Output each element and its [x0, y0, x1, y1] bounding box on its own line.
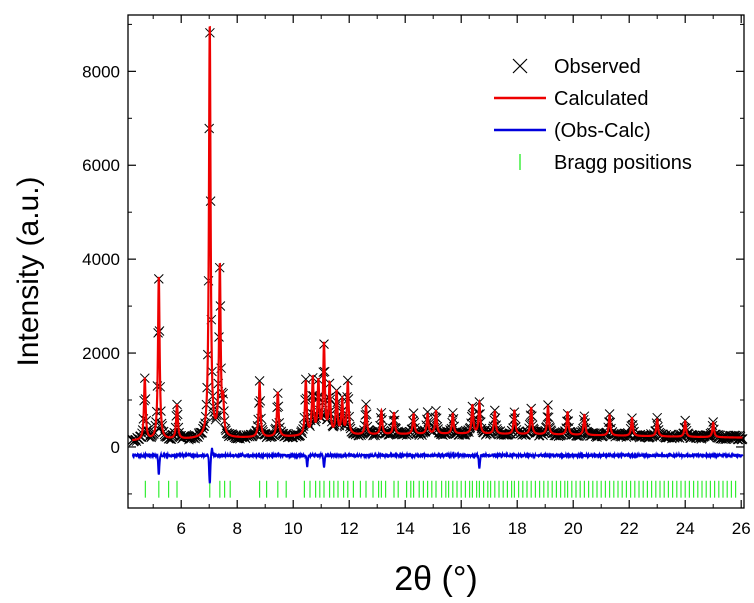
- y-tick-label: 4000: [82, 250, 120, 269]
- x-tick-label: 12: [340, 519, 359, 538]
- x-tick-label: 6: [176, 519, 185, 538]
- legend-observed-marker: [512, 58, 528, 74]
- plot-frame: [127, 14, 745, 509]
- x-axis-title: 2θ (°): [394, 560, 478, 598]
- legend-observed-label: Observed: [554, 56, 641, 78]
- observed-marker: [489, 405, 500, 416]
- x-tick-label: 22: [620, 519, 639, 538]
- calculated-series-line: [132, 25, 743, 442]
- legend-bragg-label: Bragg positions: [554, 152, 692, 174]
- y-tick-label: 0: [111, 438, 120, 457]
- observed-marker: [737, 434, 748, 444]
- x-tick-label: 8: [232, 519, 241, 538]
- legend-calculated-label: Calculated: [554, 88, 649, 110]
- y-tick-label: 8000: [82, 62, 120, 81]
- y-tick-label: 6000: [82, 156, 120, 175]
- x-tick-label: 14: [396, 519, 415, 538]
- y-axis-title: Intensity (a.u.): [12, 176, 45, 366]
- x-tick-label: 24: [676, 519, 695, 538]
- observed-marker: [340, 421, 350, 432]
- bragg-ticks-layer: [144, 480, 737, 498]
- legend: Observed Calculated (Obs-Calc) Bragg positi…: [494, 56, 692, 174]
- observed-marker: [342, 375, 353, 386]
- observed-marker: [254, 376, 265, 386]
- x-tick-label: 26: [732, 519, 751, 538]
- observed-marker: [408, 408, 419, 418]
- observed-marker: [652, 412, 663, 423]
- observed-marker: [361, 399, 371, 410]
- x-tick-label: 18: [508, 519, 527, 538]
- legend-difference-label: (Obs-Calc): [554, 120, 651, 142]
- axis-ticks-layer: 6 8 10 12 14 16 18 20 22 24 26 0 2000 4000 6000 8000: [82, 15, 751, 538]
- x-tick-label: 10: [284, 519, 303, 538]
- observed-marker: [422, 407, 433, 417]
- observed-marker: [604, 409, 615, 419]
- y-tick-label: 2000: [82, 344, 120, 363]
- difference-series-line: [131, 447, 744, 484]
- observed-marker: [543, 400, 553, 410]
- x-tick-label: 16: [452, 519, 471, 538]
- x-tick-label: 20: [564, 519, 583, 538]
